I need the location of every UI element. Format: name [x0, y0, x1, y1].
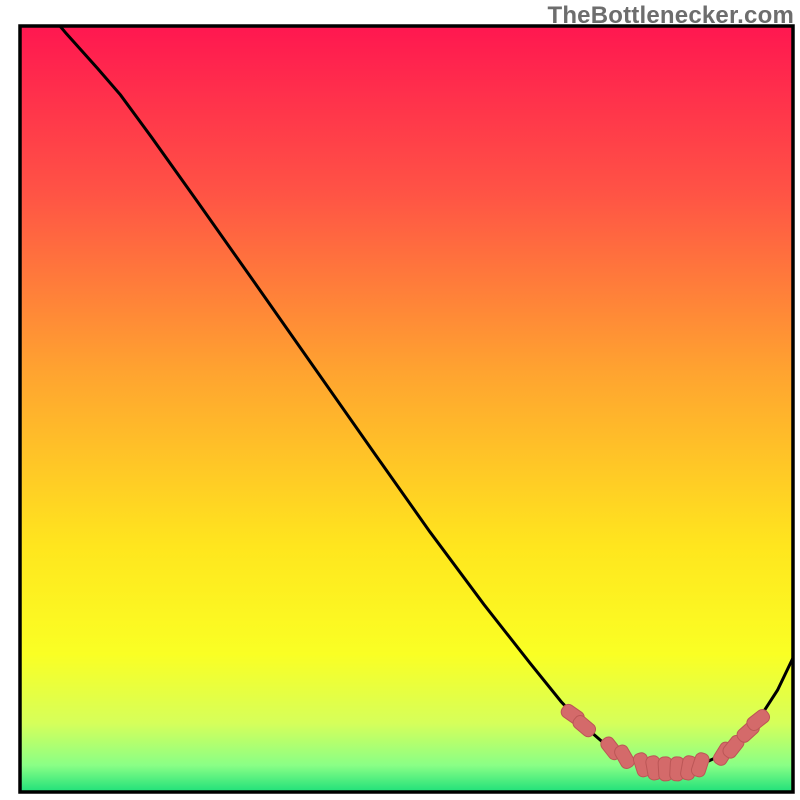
- chart-svg: [0, 0, 800, 800]
- gradient-background: [20, 26, 793, 792]
- bottleneck-chart: TheBottlenecker.com: [0, 0, 800, 800]
- watermark-label: TheBottlenecker.com: [547, 2, 794, 30]
